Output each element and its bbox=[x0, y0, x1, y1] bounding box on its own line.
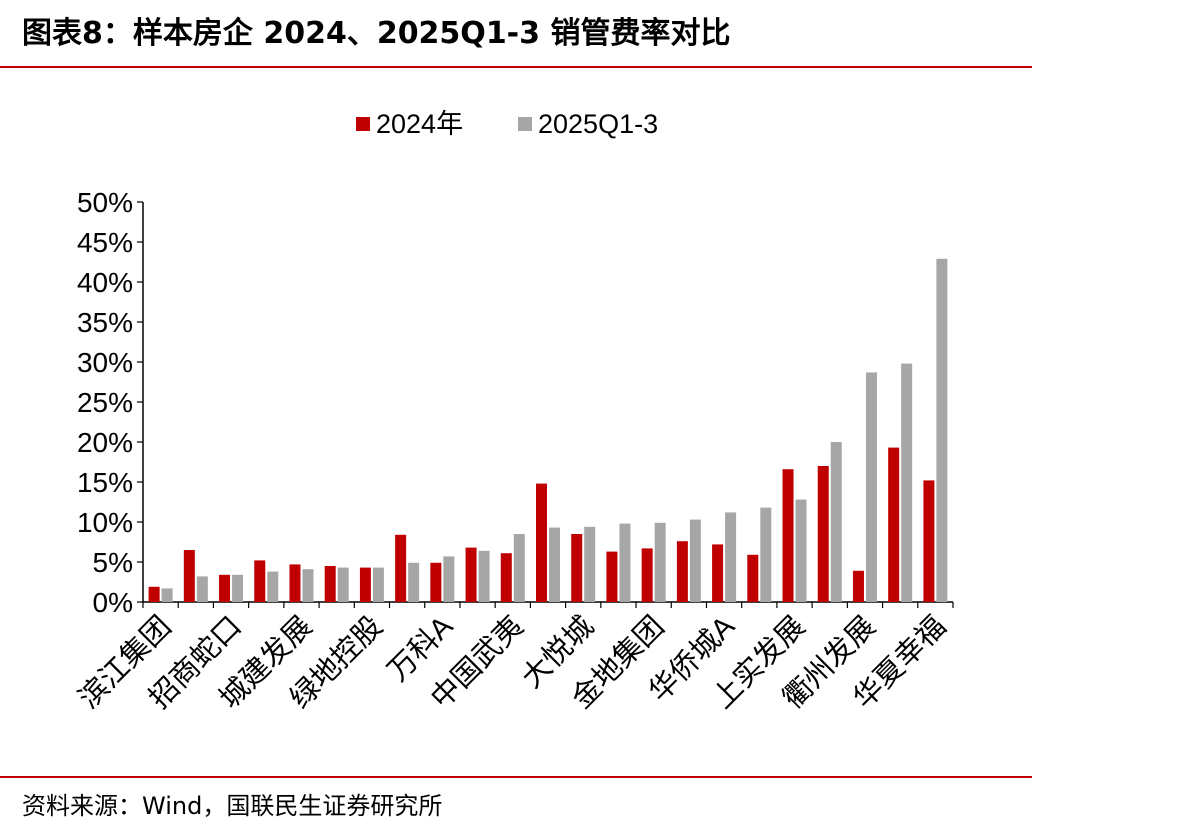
bar-2025 bbox=[654, 522, 666, 602]
bar-2024 bbox=[324, 566, 336, 602]
legend-swatch-2025 bbox=[518, 117, 532, 131]
y-tick-label: 0% bbox=[93, 587, 133, 618]
y-tick-label: 15% bbox=[77, 467, 133, 498]
bar-2024 bbox=[606, 551, 618, 602]
y-tick-label: 50% bbox=[77, 187, 133, 218]
y-tick-label: 45% bbox=[77, 227, 133, 258]
bar-2025 bbox=[619, 523, 631, 602]
bar-2025 bbox=[196, 576, 208, 602]
bar-2025 bbox=[478, 550, 490, 602]
bar-2025 bbox=[302, 569, 314, 602]
bar-2025 bbox=[408, 562, 420, 602]
bar-2025 bbox=[901, 363, 913, 602]
y-tick-label: 25% bbox=[77, 387, 133, 418]
bar-2025 bbox=[584, 526, 596, 602]
bar-2024 bbox=[571, 534, 583, 602]
source-note: 资料来源：Wind，国联民生证券研究所 bbox=[22, 792, 443, 820]
bar-2025 bbox=[232, 574, 244, 602]
bar-2025 bbox=[936, 258, 948, 602]
bar-2025 bbox=[689, 519, 701, 602]
legend-swatch-2024 bbox=[356, 117, 370, 131]
bar-2024 bbox=[676, 541, 688, 602]
bar-2025 bbox=[513, 534, 525, 602]
bar-2024 bbox=[359, 567, 371, 602]
bar-2024 bbox=[782, 469, 794, 602]
bar-2024 bbox=[923, 480, 935, 602]
bar-2024 bbox=[712, 544, 724, 602]
bar-2024 bbox=[641, 548, 653, 602]
bar-2025 bbox=[443, 556, 455, 602]
bar-2024 bbox=[148, 586, 160, 602]
y-tick-label: 40% bbox=[77, 267, 133, 298]
bar-2024 bbox=[430, 562, 442, 602]
bar-2024 bbox=[183, 550, 195, 602]
top-divider bbox=[0, 66, 1032, 68]
bar-2024 bbox=[465, 547, 477, 602]
y-tick-label: 30% bbox=[77, 347, 133, 378]
bar-2024 bbox=[852, 570, 864, 602]
y-tick-label: 20% bbox=[77, 427, 133, 458]
bar-2024 bbox=[536, 483, 547, 602]
legend-label-2025: 2025Q1-3 bbox=[538, 109, 658, 139]
bar-2025 bbox=[760, 507, 772, 602]
bottom-divider bbox=[0, 776, 1032, 778]
bar-2025 bbox=[795, 499, 807, 602]
bar-2025 bbox=[337, 567, 349, 602]
bar-2024 bbox=[395, 534, 407, 602]
bar-2024 bbox=[219, 574, 231, 602]
bar-2025 bbox=[725, 512, 737, 602]
bar-2025 bbox=[549, 527, 560, 602]
bar-2024 bbox=[500, 553, 512, 602]
bar-2025 bbox=[865, 372, 877, 602]
bar-2025 bbox=[161, 588, 173, 602]
bar-2025 bbox=[267, 571, 279, 602]
y-tick-label: 5% bbox=[93, 547, 133, 578]
y-tick-label: 10% bbox=[77, 507, 133, 538]
bar-2024 bbox=[817, 466, 829, 602]
bar-2024 bbox=[747, 554, 759, 602]
page-title: 图表8：样本房企 2024、2025Q1-3 销管费率对比 bbox=[22, 16, 731, 51]
y-tick-label: 35% bbox=[77, 307, 133, 338]
bar-2025 bbox=[830, 442, 842, 602]
bar-2025 bbox=[372, 567, 384, 602]
bar-2024 bbox=[888, 447, 900, 602]
legend-label-2024: 2024年 bbox=[376, 109, 463, 139]
bar-2024 bbox=[254, 560, 266, 602]
bar-chart: 2024年 2025Q1-3 50% 45% 40% 35% 30% 25% 20% 15% 10%… bbox=[72, 109, 954, 715]
bar-2024 bbox=[289, 564, 301, 602]
